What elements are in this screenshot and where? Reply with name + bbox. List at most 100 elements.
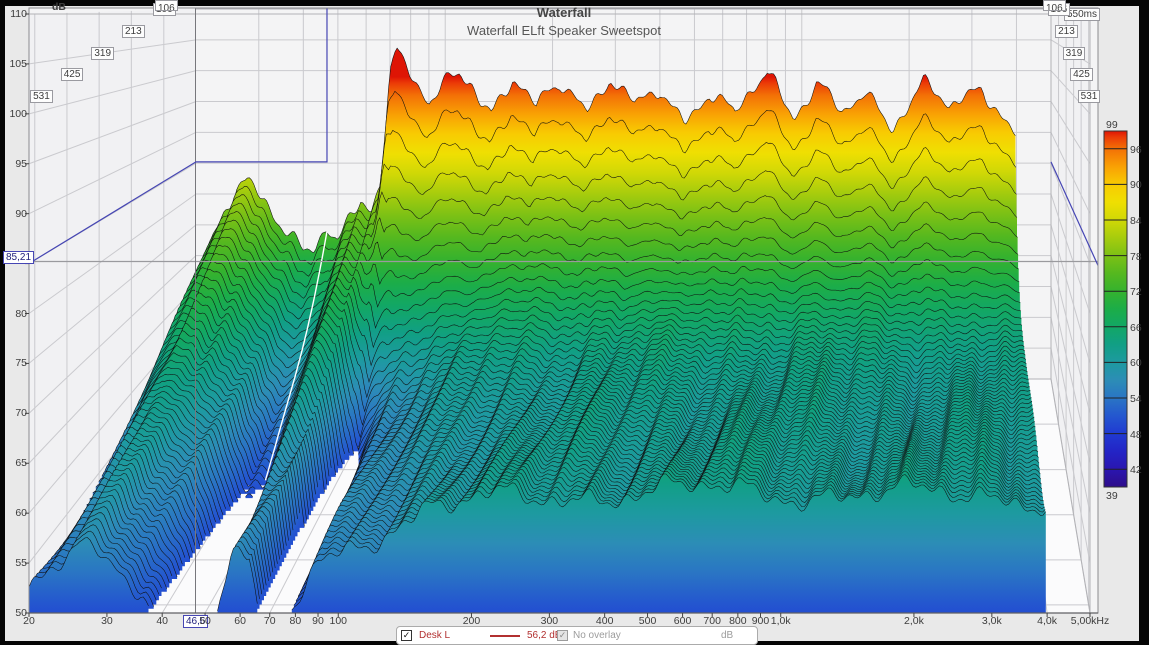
freq-tick-label: 40: [156, 615, 169, 627]
time-tick-label-left: 425: [60, 68, 84, 82]
left-wall-db-gridline: [28, 70, 197, 115]
freq-tick-label: 4,0k: [1037, 615, 1058, 627]
waterfall-slice-outline: [156, 284, 1023, 399]
waterfall-slice-outline: [138, 330, 350, 454]
page-subtitle: Waterfall ELft Speaker Sweetspot: [467, 23, 661, 38]
waterfall-slice-outline: [192, 90, 1017, 299]
waterfall-slice-outline: [147, 307, 1025, 439]
color-scale-tick-label: 42: [1130, 464, 1142, 477]
time-tick-label-left: 531: [30, 89, 53, 103]
freq-tick-label: 70: [263, 615, 276, 627]
waterfall-slice-outline: [183, 191, 1018, 316]
db-tick-label: 55: [15, 557, 27, 570]
title-block: Waterfall Waterfall ELft Speaker Sweetsp…: [214, 5, 914, 38]
left-wall-db-gridline: [28, 286, 197, 464]
waterfall-slice-outline: [141, 322, 354, 455]
cursor-value-label: 56,2 dB: [527, 630, 562, 641]
left-wall-db-gridline: [28, 193, 197, 314]
freq-tick-label: 800: [729, 615, 747, 627]
overlay-checkbox[interactable]: ✓: [557, 630, 568, 641]
left-wall: [29, 9, 196, 613]
color-scale-tick-label: 48: [1130, 428, 1142, 441]
db-tick-label: 50: [15, 607, 27, 619]
right-wall-db-gridline: [1050, 348, 1091, 564]
freq-tick-label: 3,0k: [981, 615, 1002, 627]
left-wall-db-gridline: [28, 131, 197, 215]
overlay-label: No overlay: [573, 630, 621, 641]
db-tick-label: 60: [15, 507, 27, 520]
waterfall-slice-outline: [354, 367, 1029, 479]
waterfall-slice-outline: [150, 300, 1024, 426]
waterfall-slice-outline: [162, 268, 1022, 369]
freq-tick-label: 1,0k: [770, 615, 791, 627]
legend-unit-label: dB: [721, 630, 734, 641]
waterfall-slice-outline: [195, 47, 1016, 293]
waterfall-slice-outline: [358, 359, 1028, 466]
right-wall-db-gridline: [1050, 286, 1091, 464]
waterfall-slice-outline: [43, 506, 168, 589]
waterfall-slice-outline: [335, 403, 1035, 517]
left-wall-db-gridline: [28, 101, 197, 165]
waterfall-slice-fill: [29, 537, 149, 613]
waterfall-slice-outline: [314, 438, 1040, 563]
freq-tick-label: 400: [595, 615, 614, 627]
waterfall-slice-outline: [31, 530, 154, 607]
trace-line-sample: [490, 635, 520, 637]
cursor-freq-box[interactable]: 46,6: [183, 615, 209, 628]
color-scale-tick-label: 90: [1130, 179, 1142, 192]
right-wall-db-gridline: [1050, 162, 1091, 264]
waterfall-slice-fill: [217, 545, 258, 613]
color-scale-tick-label: 60: [1130, 357, 1142, 370]
trace-checkbox[interactable]: ✓: [401, 630, 412, 641]
freq-tick-label: 200: [462, 615, 481, 627]
waterfall-slice-outline: [308, 448, 1042, 576]
freq-tick-label: 900: [751, 615, 770, 627]
color-scale-tick-label: 66: [1130, 321, 1142, 334]
db-tick-label: 75: [15, 357, 27, 370]
trace-label[interactable]: Desk L: [419, 630, 451, 641]
waterfall-slice-outline: [327, 417, 1037, 535]
time-tick-clipped-right: 106: [1043, 0, 1066, 11]
freq-tick-label: 600: [673, 615, 692, 627]
waterfall-slice-outline: [116, 379, 328, 489]
time-tick-label-right: 531: [1077, 89, 1101, 103]
freq-tick-label: 5,00kHz: [1070, 615, 1110, 627]
waterfall-slice-outline: [174, 237, 1020, 333]
color-scale-tick-label: 78: [1130, 250, 1142, 263]
freq-tick-label: 30: [101, 615, 113, 627]
db-tick-label: 80: [15, 307, 27, 320]
waterfall-slice-outline: [125, 359, 336, 476]
waterfall-slice-outline: [217, 545, 258, 612]
freq-tick-label: 60: [234, 615, 246, 627]
right-wall-db-gridline: [1050, 317, 1091, 514]
cursor-frequency-trace: [264, 231, 328, 481]
waterfall-slice-outline: [180, 216, 1019, 322]
page-title: Waterfall: [536, 5, 592, 20]
freq-tick-label: 100: [329, 615, 348, 627]
frame-top: [0, 0, 1149, 6]
freq-tick-label: 50: [199, 615, 211, 627]
waterfall-slice-outline: [329, 414, 1036, 531]
waterfall-slice-outline: [34, 524, 157, 601]
time-tick-label-right: 319: [1062, 46, 1086, 60]
color-scale-tick-label: 54: [1130, 393, 1142, 405]
waterfall-slice-outline: [342, 392, 1033, 504]
waterfall-slice-outline: [159, 277, 1023, 383]
db-tick-label: 100: [9, 107, 27, 120]
freq-tick-label: 20: [23, 615, 35, 627]
waterfall-slice-outline: [310, 445, 1042, 571]
frame-right: [1139, 0, 1149, 645]
frame-left: [0, 0, 5, 645]
cursor-3d-path[interactable]: [28, 8, 328, 264]
right-floor-edge: [1050, 378, 1091, 614]
right-wall-db-gridline: [1050, 70, 1091, 115]
waterfall-slice-outline: [37, 518, 160, 595]
color-scale-min-label: 39: [1106, 490, 1118, 502]
waterfall-slice-outline: [316, 434, 1040, 558]
waterfall-slice-outline: [358, 344, 1027, 455]
freq-tick-label: 700: [703, 615, 721, 627]
color-scale-tick-label: 96: [1130, 143, 1142, 156]
cursor-db-box[interactable]: 85,21: [3, 251, 35, 264]
